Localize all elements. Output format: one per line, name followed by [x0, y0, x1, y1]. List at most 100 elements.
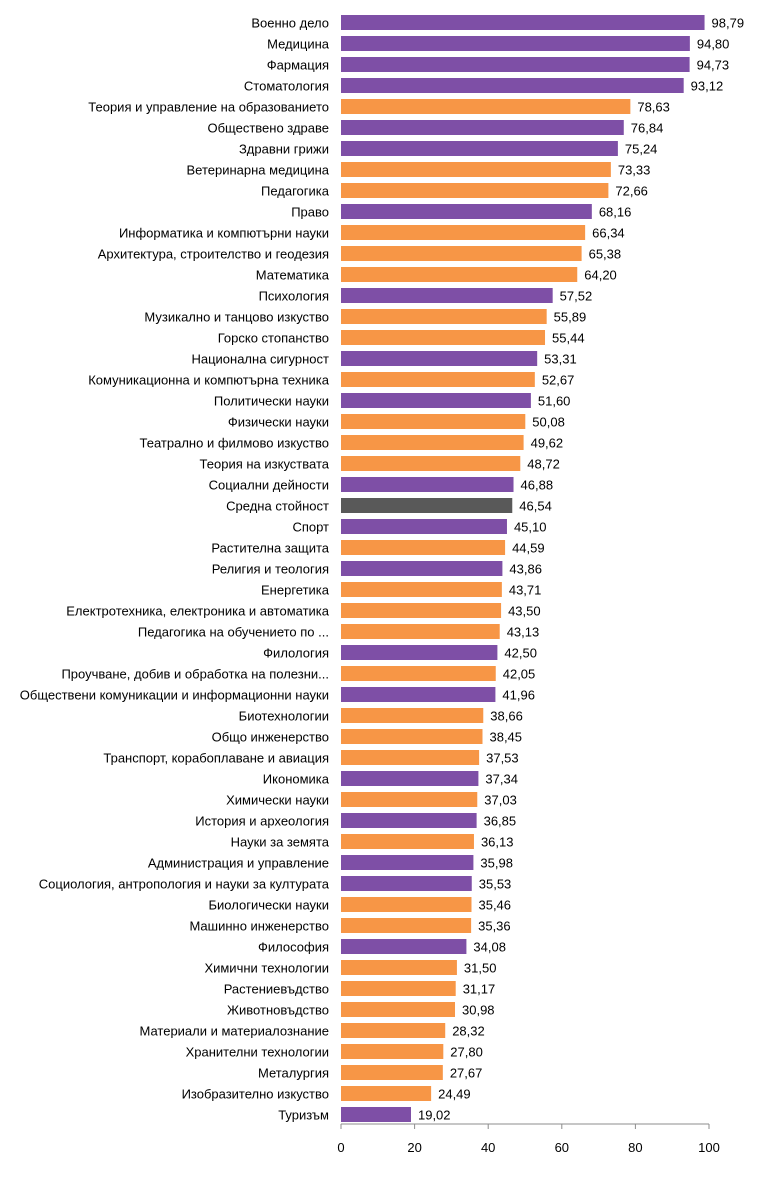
category-label-21: Театрално и филмово изкуство	[140, 436, 329, 451]
category-label-28: Енергетика	[261, 583, 330, 598]
category-label-11: Информатика и компютърни науки	[119, 226, 329, 241]
bar-19	[341, 393, 531, 408]
category-label-19: Политически науки	[214, 394, 329, 409]
category-label-10: Право	[291, 205, 329, 220]
category-label-29: Електротехника, електроника и автоматика	[66, 604, 330, 619]
value-label-1: 98,79	[712, 16, 745, 31]
x-tick-label-4: 80	[628, 1140, 642, 1155]
bar-36	[341, 750, 480, 765]
category-label-30: Педагогика на обучението по ...	[138, 625, 329, 640]
bar-29	[341, 603, 502, 618]
bar-15	[341, 309, 547, 324]
bar-2	[341, 36, 690, 51]
value-label-48: 30,98	[462, 1003, 495, 1018]
category-label-43: Биологически науки	[209, 898, 329, 913]
bar-18	[341, 372, 535, 387]
bar-46	[341, 960, 457, 975]
category-label-20: Физически науки	[228, 415, 329, 430]
value-label-15: 55,89	[554, 310, 587, 325]
value-label-40: 36,13	[481, 835, 514, 850]
value-label-5: 78,63	[637, 100, 670, 115]
bar-14	[341, 288, 553, 303]
value-label-29: 43,50	[508, 604, 541, 619]
value-label-49: 28,32	[452, 1024, 485, 1039]
category-label-6: Обществено здраве	[207, 121, 329, 136]
category-label-46: Химични технологии	[204, 961, 329, 976]
value-label-39: 36,85	[484, 814, 517, 829]
value-label-46: 31,50	[464, 961, 497, 976]
value-label-28: 43,71	[509, 583, 542, 598]
bar-8	[341, 162, 611, 177]
bars-layer	[341, 15, 705, 1122]
category-label-36: Транспорт, корабоплаване и авиация	[103, 751, 329, 766]
value-label-47: 31,17	[463, 982, 496, 997]
category-label-8: Ветеринарна медицина	[186, 163, 329, 178]
value-label-22: 48,72	[527, 457, 560, 472]
category-label-31: Филология	[263, 646, 329, 661]
x-tick-label-1: 20	[407, 1140, 421, 1155]
value-label-2: 94,80	[697, 37, 730, 52]
category-label-27: Религия и теология	[212, 562, 329, 577]
value-label-18: 52,67	[542, 373, 575, 388]
category-label-38: Химически науки	[226, 793, 329, 808]
bar-44	[341, 918, 472, 933]
category-label-1: Военно дело	[251, 16, 329, 31]
bar-13	[341, 267, 578, 282]
value-label-44: 35,36	[478, 919, 511, 934]
value-label-11: 66,34	[592, 226, 625, 241]
value-label-4: 93,12	[691, 79, 724, 94]
bar-23	[341, 477, 514, 492]
category-label-14: Психология	[259, 289, 329, 304]
bar-53	[341, 1107, 411, 1122]
category-label-17: Национална сигурност	[191, 352, 329, 367]
bar-31	[341, 645, 498, 660]
category-label-32: Проучване, добив и обработка на полезни.…	[61, 667, 329, 682]
bar-27	[341, 561, 503, 576]
bar-26	[341, 540, 506, 555]
value-label-34: 38,66	[490, 709, 523, 724]
value-label-14: 57,52	[560, 289, 593, 304]
value-label-37: 37,34	[485, 772, 518, 787]
bar-50	[341, 1044, 444, 1059]
value-label-21: 49,62	[531, 436, 564, 451]
value-labels: 98,79 94,80 94,73 93,12 78,63 76,84 75,24 73,33…	[418, 16, 744, 1123]
category-label-3: Фармация	[267, 58, 329, 73]
bar-4	[341, 78, 684, 93]
category-label-24: Средна стойност	[226, 499, 329, 514]
x-tick-label-0: 0	[337, 1140, 344, 1155]
value-label-42: 35,53	[479, 877, 512, 892]
x-tick-label-3: 60	[555, 1140, 569, 1155]
value-label-30: 43,13	[507, 625, 540, 640]
category-label-5: Теория и управление на образованието	[88, 100, 329, 115]
category-label-13: Математика	[256, 268, 330, 283]
bar-47	[341, 981, 456, 996]
value-label-27: 43,86	[509, 562, 542, 577]
bar-9	[341, 183, 609, 198]
category-label-33: Обществени комуникации и информационни н…	[20, 688, 329, 703]
category-label-7: Здравни грижи	[239, 142, 329, 157]
category-label-45: Философия	[258, 940, 329, 955]
value-label-53: 19,02	[418, 1108, 451, 1123]
bar-51	[341, 1065, 443, 1080]
category-label-44: Машинно инженерство	[189, 919, 329, 934]
bar-10	[341, 204, 592, 219]
value-label-7: 75,24	[625, 142, 658, 157]
value-label-23: 46,88	[521, 478, 554, 493]
bar-43	[341, 897, 472, 912]
value-label-19: 51,60	[538, 394, 571, 409]
bar-12	[341, 246, 582, 261]
bar-16	[341, 330, 546, 345]
bar-42	[341, 876, 472, 891]
bar-49	[341, 1023, 446, 1038]
category-label-12: Архитектура, строителство и геодезия	[98, 247, 329, 262]
category-label-40: Науки за земята	[231, 835, 330, 850]
value-label-43: 35,46	[478, 898, 511, 913]
bar-21	[341, 435, 524, 450]
bar-30	[341, 624, 500, 639]
x-tick-label-5: 100	[698, 1140, 720, 1155]
value-label-35: 38,45	[489, 730, 522, 745]
value-label-6: 76,84	[631, 121, 664, 136]
value-label-25: 45,10	[514, 520, 547, 535]
bar-39	[341, 813, 477, 828]
